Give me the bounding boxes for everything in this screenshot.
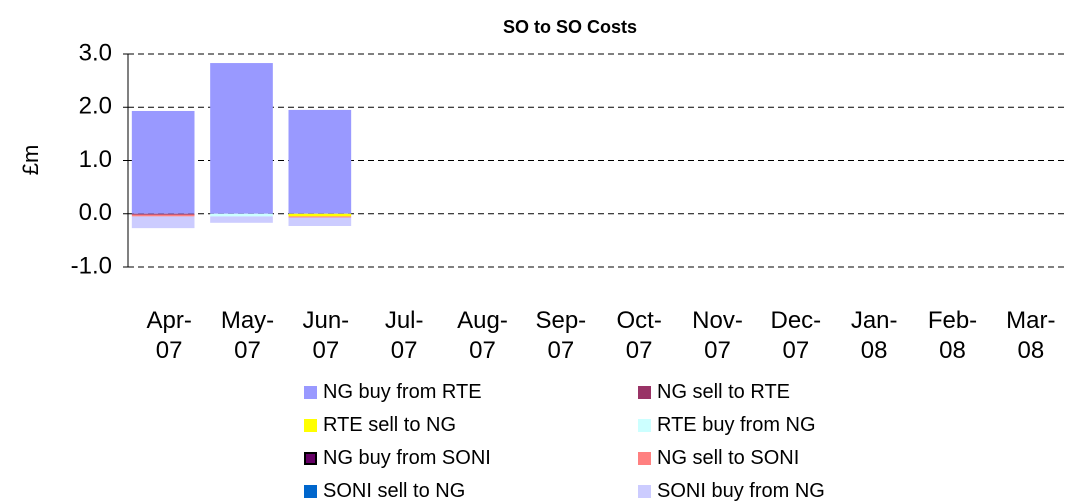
legend-label: NG buy from RTE — [323, 381, 482, 403]
bar-segment — [288, 109, 352, 214]
bar-segment — [210, 216, 273, 223]
legend-swatch — [304, 485, 317, 498]
legend-item: RTE buy from NG — [638, 413, 816, 437]
legend-label: RTE sell to NG — [323, 414, 456, 436]
x-tick-label: Jan-08 — [850, 307, 898, 364]
legend-swatch — [304, 386, 317, 399]
legend-item: NG buy from SONI — [304, 446, 491, 470]
legend-swatch — [638, 452, 651, 465]
bar-segment — [288, 217, 352, 226]
bar-segment — [288, 213, 352, 217]
bar-segment — [210, 63, 273, 214]
chart-title: SO to SO Costs — [503, 17, 637, 37]
legend-label: SONI sell to NG — [323, 480, 466, 502]
legend-item: SONI buy from NG — [638, 479, 825, 503]
x-tick-label: Feb-08 — [927, 307, 978, 364]
y-tick-label: 0.0 — [79, 199, 112, 226]
legend-item: RTE sell to NG — [304, 413, 456, 437]
legend-label: NG buy from SONI — [323, 447, 491, 469]
legend-swatch — [304, 452, 317, 465]
bar-segment — [131, 110, 195, 214]
bar-segment — [131, 216, 195, 229]
legend-label: RTE buy from NG — [657, 414, 816, 436]
legend-item: SONI sell to NG — [304, 479, 465, 503]
legend-swatch — [638, 386, 651, 399]
y-tick-label: -1.0 — [71, 252, 112, 279]
bar-segment — [131, 213, 195, 215]
legend-item: NG sell to RTE — [638, 380, 790, 404]
y-tick-label: 1.0 — [79, 146, 112, 173]
x-tick-label: Nov-07 — [692, 307, 743, 364]
x-tick-label: May-07 — [220, 307, 275, 364]
x-tick-label: Aug-07 — [457, 307, 508, 364]
legend-label: NG sell to RTE — [657, 381, 790, 403]
bar-segment — [210, 213, 273, 217]
y-tick-label: 3.0 — [79, 39, 112, 66]
x-tick-label: Dec-07 — [770, 307, 822, 364]
x-tick-label: Jul-07 — [384, 307, 424, 364]
y-tick-label: 2.0 — [79, 93, 112, 120]
legend-label: SONI buy from NG — [657, 480, 825, 502]
legend-item: NG buy from RTE — [304, 380, 482, 404]
x-tick-label: Jun-07 — [302, 307, 350, 364]
x-tick-label: Apr-07 — [146, 307, 192, 364]
x-tick-label: Mar-08 — [1006, 307, 1056, 364]
bar-segment — [288, 216, 352, 218]
legend-swatch — [638, 419, 651, 432]
bar-segment — [131, 214, 195, 217]
y-axis-label: £m — [18, 145, 43, 176]
legend-label: NG sell to SONI — [657, 447, 800, 469]
x-tick-label: Oct-07 — [616, 307, 662, 364]
legend-item: NG sell to SONI — [638, 446, 799, 470]
legend-swatch — [638, 485, 651, 498]
legend-swatch — [304, 419, 317, 432]
x-tick-label: Sep-07 — [535, 307, 587, 364]
